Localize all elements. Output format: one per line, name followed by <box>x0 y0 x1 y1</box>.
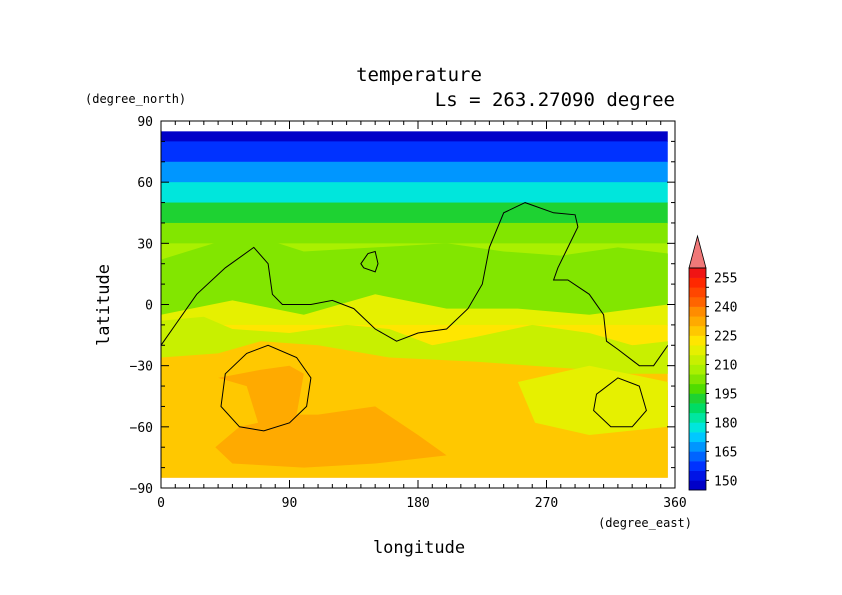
colorbar-swatch <box>689 316 706 327</box>
colorbar-swatch <box>689 335 706 346</box>
temperature-regions <box>161 233 668 478</box>
colorbar-swatch <box>689 374 706 385</box>
colorbar-swatch <box>689 383 706 394</box>
x-tick-label: 0 <box>157 496 165 511</box>
colorbar-swatch <box>689 306 706 317</box>
colorbar-swatch <box>689 287 706 298</box>
y-tick-label: 60 <box>137 176 153 191</box>
x-unit-label: (degree_east) <box>598 516 692 530</box>
x-tick-label: 180 <box>406 496 429 511</box>
x-tick-label: 270 <box>535 496 558 511</box>
temperature-band <box>161 141 668 163</box>
colorbar-swatch <box>689 296 706 307</box>
temperature-region <box>215 365 447 468</box>
colorbar-label: 255 <box>714 272 737 287</box>
contour-line <box>220 344 312 432</box>
y-unit-label: (degree_north) <box>85 92 186 106</box>
colorbar-swatch <box>689 277 706 288</box>
colorbar-label: 180 <box>714 416 737 431</box>
colorbar-swatch <box>689 325 706 336</box>
colorbar-swatch <box>689 441 706 452</box>
colorbar-swatch <box>689 364 706 375</box>
y-tick-label: 90 <box>137 115 153 130</box>
contour-lines <box>161 202 668 432</box>
colorbar-swatch <box>689 432 706 443</box>
chart-title: temperature <box>356 64 482 86</box>
chart-subtitle: Ls = 263.27090 degree <box>435 89 675 111</box>
y-axis-label: latitude <box>94 264 114 346</box>
y-tick-label: −30 <box>130 360 153 375</box>
colorbar-swatch <box>689 354 706 365</box>
colorbar-label: 225 <box>714 330 737 345</box>
colorbar-label: 150 <box>714 474 737 489</box>
colorbar-swatch <box>689 451 706 462</box>
contour-line <box>161 202 668 367</box>
colorbar-label: 210 <box>714 359 737 374</box>
temperature-band <box>161 182 668 204</box>
contour-line <box>593 377 647 428</box>
temperature-band <box>161 131 668 142</box>
y-tick-label: −60 <box>130 421 153 436</box>
x-tick-label: 90 <box>282 496 298 511</box>
colorbar-swatch <box>689 345 706 356</box>
x-tick-label: 360 <box>663 496 686 511</box>
colorbar-label: 165 <box>714 445 737 460</box>
temperature-band <box>161 202 668 224</box>
colorbar-label: 195 <box>714 387 737 402</box>
x-axis-label: longitude <box>373 538 465 558</box>
colorbar-swatch <box>689 470 706 481</box>
colorbar-swatch <box>689 412 706 423</box>
colorbar-swatch <box>689 268 706 278</box>
contour-line <box>360 250 379 273</box>
colorbar-swatch <box>689 393 706 404</box>
colorbar-frame <box>688 267 707 491</box>
temperature-region <box>161 233 668 315</box>
temperature-band <box>161 161 668 183</box>
colorbar-label: 240 <box>714 301 737 316</box>
colorbar-swatch <box>689 461 706 471</box>
colorbar-extend-arrow <box>688 234 707 269</box>
x-axis-ticks: 0 90 180 270 360 <box>157 121 687 511</box>
y-axis-ticks: 90 60 30 0 −30 −60 −90 <box>130 115 675 497</box>
colorbar-swatch <box>689 480 706 491</box>
colorbar-swatch <box>689 422 706 433</box>
colorbar: 150 165 180 195 210 225 240 255 <box>688 234 737 491</box>
y-tick-label: 0 <box>145 299 153 314</box>
y-tick-label: 30 <box>137 237 153 252</box>
colorbar-swatch <box>689 403 706 414</box>
y-tick-label: −90 <box>130 482 153 497</box>
temperature-band <box>161 222 668 244</box>
